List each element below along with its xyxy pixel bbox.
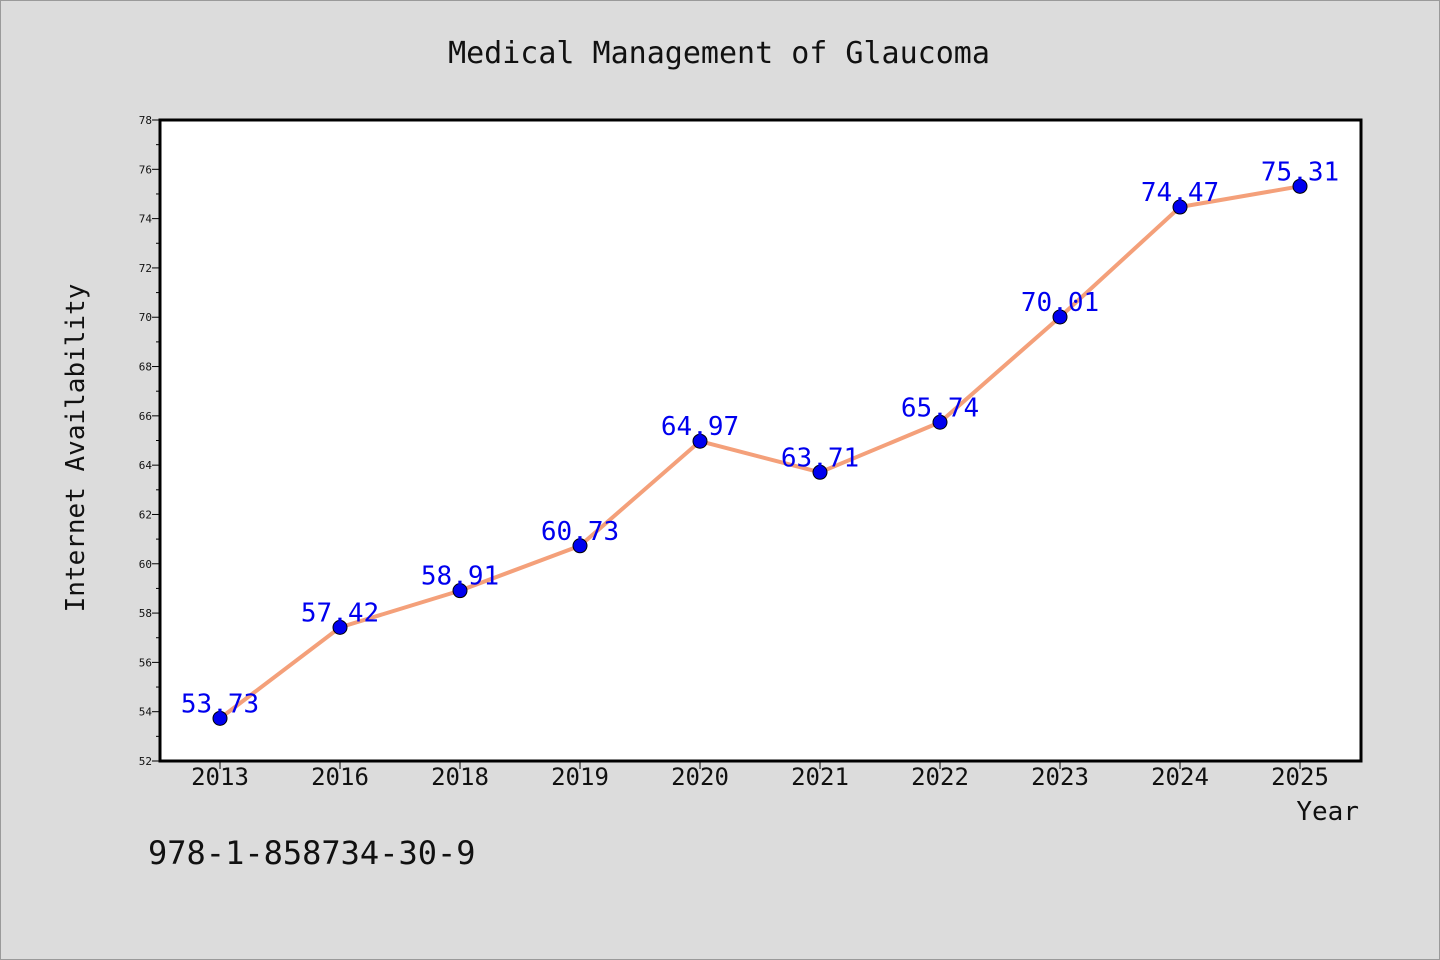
isbn-footer: 978-1-858734-30-9 <box>148 834 476 872</box>
data-point <box>1052 309 1068 325</box>
series-group <box>212 178 1308 726</box>
y-tick-label: 74 <box>139 213 153 226</box>
data-point <box>332 619 348 635</box>
y-tick-label: 64 <box>139 459 153 472</box>
plot-area <box>158 118 1363 763</box>
data-label: 60.73 <box>541 517 619 547</box>
x-tick-label: 2025 <box>1271 763 1329 791</box>
y-tick-label: 68 <box>139 361 152 374</box>
y-tick-label: 54 <box>139 706 153 719</box>
y-tick-label: 60 <box>139 558 152 571</box>
y-tick-label: 76 <box>139 163 152 176</box>
y-tick-label: 66 <box>139 410 152 423</box>
data-label: 64.97 <box>661 412 739 442</box>
data-label: 65.74 <box>901 393 979 423</box>
y-tick-label: 56 <box>139 656 152 669</box>
y-tick-label: 72 <box>139 262 152 275</box>
y-tick-label: 58 <box>139 607 152 620</box>
data-label: 57.42 <box>301 598 379 628</box>
x-tick-label: 2023 <box>1031 763 1089 791</box>
data-point <box>212 710 228 726</box>
x-tick-label: 2020 <box>671 763 729 791</box>
y-axis-label: Internet Availability <box>61 284 91 613</box>
data-label: 75.31 <box>1261 157 1339 187</box>
data-point <box>812 464 828 480</box>
y-tick-label: 70 <box>139 311 152 324</box>
y-axis: 52 54 56 58 60 62 64 66 68 70 72 74 76 78 <box>139 114 160 768</box>
data-point <box>1172 199 1188 215</box>
x-axis: 2013 2016 2018 2019 2020 2021 2022 2023 2024 2025 <box>191 761 1329 791</box>
x-tick-label: 2013 <box>191 763 249 791</box>
data-label: 58.91 <box>421 562 499 592</box>
y-tick-label: 62 <box>139 508 152 521</box>
x-tick-label: 2018 <box>431 763 489 791</box>
y-tick-label: 52 <box>139 755 152 768</box>
data-point <box>452 583 468 599</box>
x-axis-label: Year <box>1296 797 1359 827</box>
x-tick-label: 2016 <box>311 763 369 791</box>
chart-title: Medical Management of Glaucoma <box>448 36 990 71</box>
series-line <box>218 184 1301 720</box>
data-point <box>932 414 948 430</box>
x-tick-label: 2022 <box>911 763 969 791</box>
data-label: 53.73 <box>181 689 259 719</box>
data-label: 74.47 <box>1141 178 1219 208</box>
data-point <box>692 433 708 449</box>
data-point <box>1292 178 1308 194</box>
data-labels: 53.73 57.42 58.91 60.73 64.97 63.71 65.74 70.01… <box>181 157 1339 719</box>
data-label: 70.01 <box>1021 288 1099 318</box>
data-label: 63.71 <box>781 443 859 473</box>
x-tick-label: 2024 <box>1151 763 1209 791</box>
data-point <box>572 538 588 554</box>
y-tick-label: 78 <box>139 114 152 127</box>
x-tick-label: 2019 <box>551 763 609 791</box>
x-tick-label: 2021 <box>791 763 849 791</box>
